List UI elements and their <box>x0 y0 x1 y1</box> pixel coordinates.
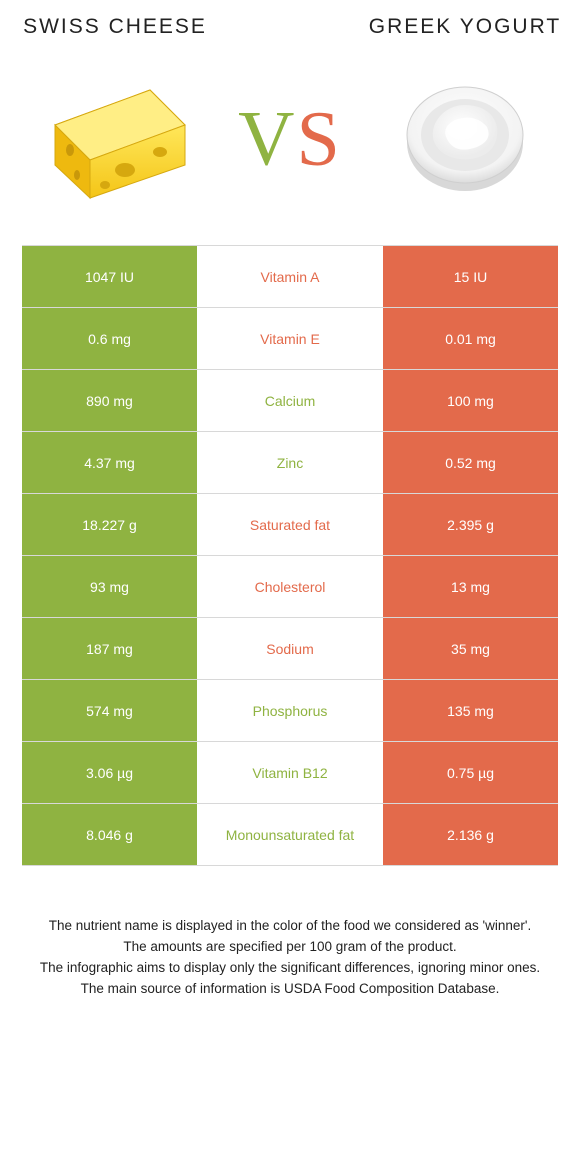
yogurt-icon <box>380 50 550 220</box>
nutrient-name: Calcium <box>197 370 383 431</box>
nutrient-name: Vitamin E <box>197 308 383 369</box>
right-value: 35 mg <box>383 618 558 679</box>
left-value: 0.6 mg <box>22 308 197 369</box>
right-value: 135 mg <box>383 680 558 741</box>
left-food-title: SWISS CHEESE <box>10 14 220 40</box>
nutrient-name: Sodium <box>197 618 383 679</box>
table-row: 574 mgPhosphorus135 mg <box>22 680 558 742</box>
nutrient-name: Cholesterol <box>197 556 383 617</box>
nutrient-name: Zinc <box>197 432 383 493</box>
left-value: 574 mg <box>22 680 197 741</box>
nutrient-name: Vitamin B12 <box>197 742 383 803</box>
right-food-title: GREEK YOGURT <box>360 14 570 40</box>
left-value: 187 mg <box>22 618 197 679</box>
vs-s: S <box>296 94 341 181</box>
right-food-col: GREEK YOGURT <box>360 14 570 40</box>
right-value: 0.75 µg <box>383 742 558 803</box>
nutrient-name: Monounsaturated fat <box>197 804 383 865</box>
nutrient-name: Phosphorus <box>197 680 383 741</box>
right-value: 0.01 mg <box>383 308 558 369</box>
nutrient-table: 1047 IUVitamin A15 IU0.6 mgVitamin E0.01… <box>22 245 558 866</box>
table-row: 4.37 mgZinc0.52 mg <box>22 432 558 494</box>
left-value: 890 mg <box>22 370 197 431</box>
table-row: 0.6 mgVitamin E0.01 mg <box>22 308 558 370</box>
footer-notes: The nutrient name is displayed in the co… <box>0 866 580 1000</box>
right-value: 100 mg <box>383 370 558 431</box>
footer-line-3: The infographic aims to display only the… <box>28 958 552 979</box>
right-value: 2.395 g <box>383 494 558 555</box>
table-row: 3.06 µgVitamin B120.75 µg <box>22 742 558 804</box>
table-row: 18.227 gSaturated fat2.395 g <box>22 494 558 556</box>
right-value: 15 IU <box>383 246 558 307</box>
left-value: 4.37 mg <box>22 432 197 493</box>
left-value: 18.227 g <box>22 494 197 555</box>
footer-line-1: The nutrient name is displayed in the co… <box>28 916 552 937</box>
footer-line-4: The main source of information is USDA F… <box>28 979 552 1000</box>
table-row: 93 mgCholesterol13 mg <box>22 556 558 618</box>
right-value: 2.136 g <box>383 804 558 865</box>
cheese-icon <box>30 50 200 220</box>
left-value: 3.06 µg <box>22 742 197 803</box>
table-row: 187 mgSodium35 mg <box>22 618 558 680</box>
images-row: VS <box>0 40 580 245</box>
left-value: 93 mg <box>22 556 197 617</box>
table-row: 8.046 gMonounsaturated fat2.136 g <box>22 804 558 866</box>
nutrient-name: Vitamin A <box>197 246 383 307</box>
nutrient-name: Saturated fat <box>197 494 383 555</box>
table-row: 1047 IUVitamin A15 IU <box>22 246 558 308</box>
left-food-col: SWISS CHEESE <box>10 14 220 40</box>
table-row: 890 mgCalcium100 mg <box>22 370 558 432</box>
vs-v: V <box>238 94 296 181</box>
footer-line-2: The amounts are specified per 100 gram o… <box>28 937 552 958</box>
right-value: 0.52 mg <box>383 432 558 493</box>
right-value: 13 mg <box>383 556 558 617</box>
header: SWISS CHEESE GREEK YOGURT <box>0 0 580 40</box>
vs-label: VS <box>238 93 342 183</box>
left-value: 8.046 g <box>22 804 197 865</box>
left-value: 1047 IU <box>22 246 197 307</box>
